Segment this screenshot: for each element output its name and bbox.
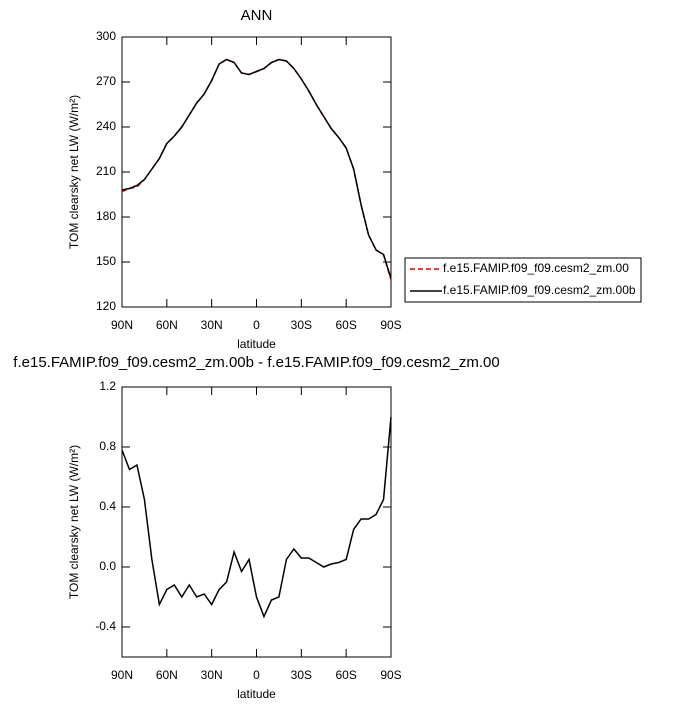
y-tick-label: 240 — [96, 119, 116, 133]
x-tick-label: 60N — [156, 668, 178, 682]
data-line — [121, 58, 392, 279]
y-tick-label: 0.0 — [99, 559, 116, 573]
x-tick-label: 30S — [291, 318, 312, 332]
plot-frame — [121, 36, 392, 308]
plot-frame — [121, 386, 392, 658]
y-tick-label: 210 — [96, 164, 116, 178]
x-tick-label: 60S — [335, 318, 356, 332]
y-tick-label: 150 — [96, 254, 116, 268]
y-tick-label: 270 — [96, 74, 116, 88]
legend-box — [404, 257, 642, 303]
x-tick-label: 30N — [201, 668, 223, 682]
chart-title: f.e15.FAMIP.f09_f09.cesm2_zm.00b - f.e15… — [13, 354, 499, 371]
x-axis-label: latitude — [237, 687, 276, 701]
y-axis-label: TOM clearsky net LW (W/m²) — [67, 95, 81, 249]
x-tick-label: 90S — [380, 318, 401, 332]
chart-title: ANN — [241, 7, 273, 24]
x-tick-label: 60N — [156, 318, 178, 332]
y-tick-label: 0.4 — [99, 499, 116, 513]
x-tick-label: 90N — [111, 668, 133, 682]
y-tick-label: 180 — [96, 209, 116, 223]
y-tick-label: 300 — [96, 29, 116, 43]
x-axis-label: latitude — [237, 337, 276, 351]
legend-label: f.e15.FAMIP.f09_f09.cesm2_zm.00 — [443, 261, 629, 275]
legend-label: f.e15.FAMIP.f09_f09.cesm2_zm.00b — [443, 283, 636, 297]
x-tick-label: 0 — [253, 318, 260, 332]
x-tick-label: 30S — [291, 668, 312, 682]
y-tick-label: -0.4 — [95, 619, 116, 633]
x-tick-label: 30N — [201, 318, 223, 332]
x-tick-label: 90N — [111, 318, 133, 332]
x-tick-label: 90S — [380, 668, 401, 682]
y-tick-label: 1.2 — [99, 379, 116, 393]
y-tick-label: 120 — [96, 299, 116, 313]
y-tick-label: 0.8 — [99, 439, 116, 453]
y-axis-label: TOM clearsky net LW (W/m²) — [67, 445, 81, 599]
data-line — [121, 416, 392, 619]
x-tick-label: 60S — [335, 668, 356, 682]
data-line — [121, 58, 392, 281]
x-tick-label: 0 — [253, 668, 260, 682]
